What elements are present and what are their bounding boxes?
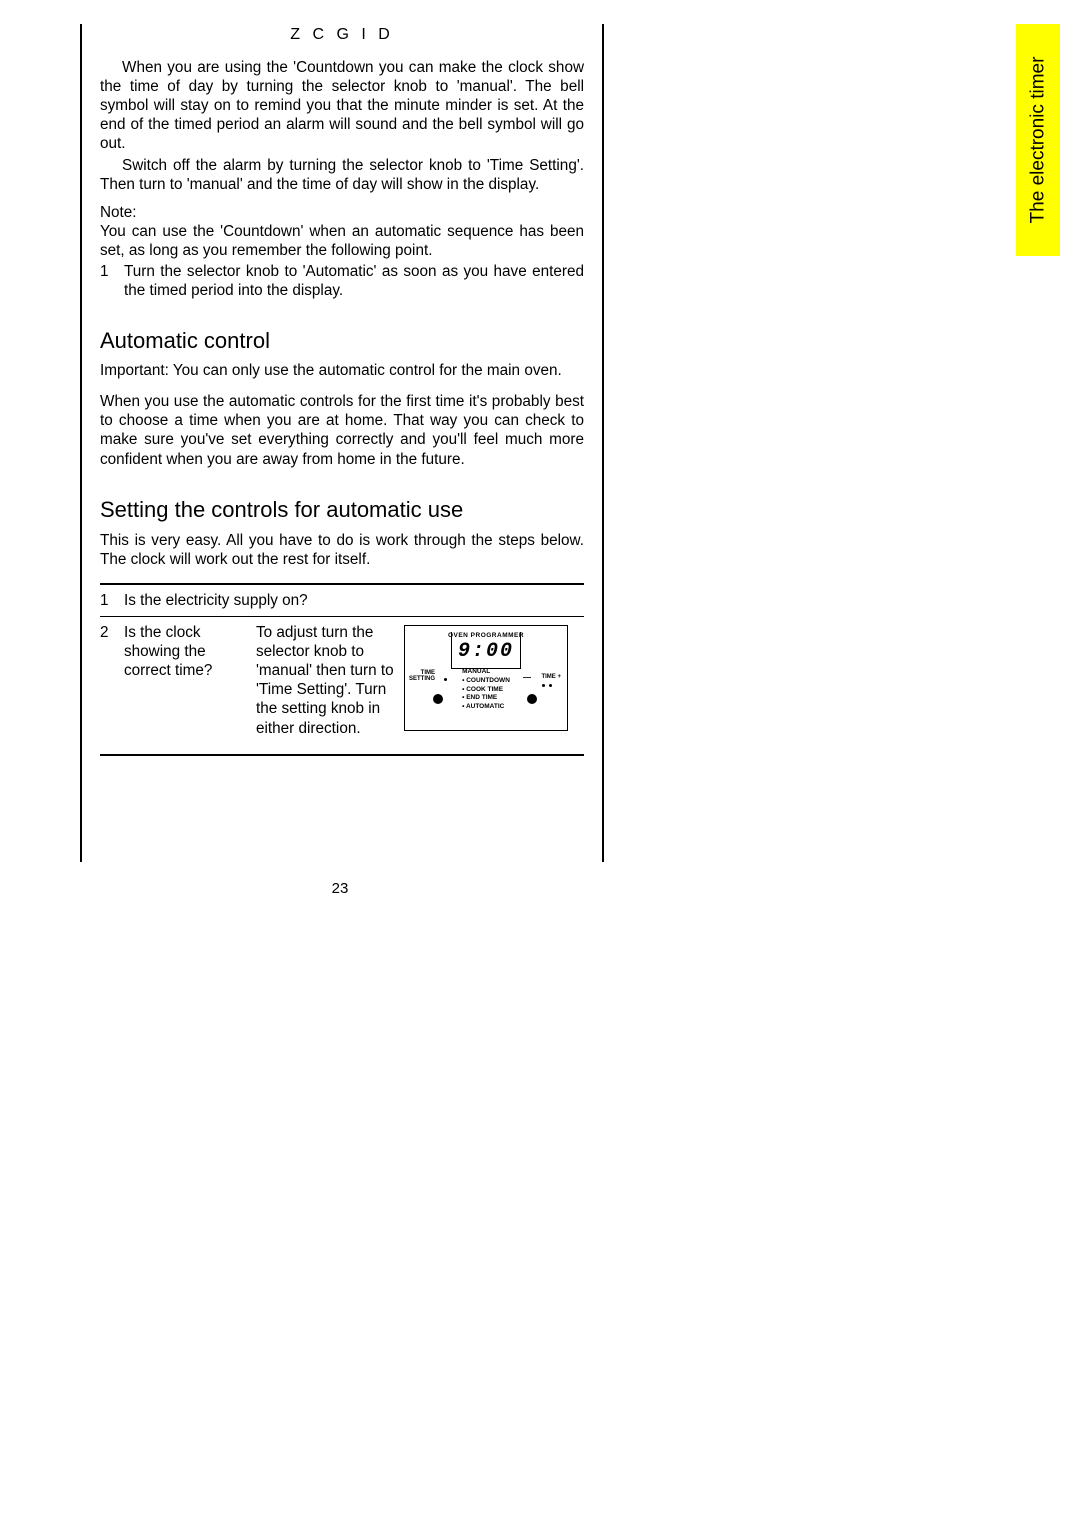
programmer-menu: MANUAL COUNTDOWN COOK TIME END TIME AUTO… (462, 668, 510, 712)
menu-manual: MANUAL (462, 668, 510, 677)
page-number: 23 (80, 880, 600, 897)
step-number: 1 (100, 591, 124, 610)
menu-end-time: END TIME (462, 694, 510, 703)
important-body: You can only use the automatic control f… (169, 362, 562, 379)
programmer-diagram: OVEN PROGRAMMER 9:00 TIMESETTING — TIME … (404, 625, 568, 731)
dot-icon (542, 684, 545, 687)
selector-knob-icon (433, 694, 443, 704)
time-setting-label: TIMESETTING (409, 670, 435, 682)
dot-icon (549, 684, 552, 687)
step-question: Is the clock showing the correct time? (124, 623, 256, 738)
display-border (520, 632, 521, 668)
menu-countdown: COUNTDOWN (462, 677, 510, 686)
step-question: Is the electricity supply on? (124, 591, 584, 610)
note-body: You can use the 'Countdown' when an auto… (100, 222, 584, 260)
header-code: Z C G I D (100, 26, 584, 44)
menu-cook-time: COOK TIME (462, 686, 510, 695)
display-border (451, 632, 452, 668)
paragraph-countdown-1: When you are using the 'Countdown you ca… (100, 58, 584, 154)
list-number: 1 (100, 262, 124, 300)
list-text: Turn the selector knob to 'Automatic' as… (124, 262, 584, 300)
dot-icon (444, 678, 447, 681)
heading-setting-controls: Setting the controls for automatic use (100, 497, 584, 523)
side-tab-label: The electronic timer (1027, 57, 1049, 224)
paragraph-setting: This is very easy. All you have to do is… (100, 531, 584, 569)
important-line: Important: You can only use the automati… (100, 362, 584, 380)
step-answer: To adjust turn the selector knob to 'man… (256, 623, 404, 738)
paragraph-auto: When you use the automatic controls for … (100, 392, 584, 468)
heading-automatic-control: Automatic control (100, 328, 584, 354)
step-row-1: 1 Is the electricity supply on? (100, 589, 584, 612)
setting-knob-icon (527, 694, 537, 704)
side-tab: The electronic timer (1016, 24, 1060, 256)
divider (100, 754, 584, 756)
important-prefix: Important: (100, 362, 169, 379)
divider-thin (100, 616, 584, 617)
step-number: 2 (100, 623, 124, 738)
programmer-lower: TIMESETTING — TIME + MANUAL COUNT (405, 666, 567, 720)
menu-automatic: AUTOMATIC (462, 703, 510, 712)
step-row-2: 2 Is the clock showing the correct time?… (100, 621, 584, 740)
page: The electronic timer Z C G I D When you … (0, 0, 1080, 1527)
minus-label: — (523, 673, 531, 683)
note-list-item-1: 1 Turn the selector knob to 'Automatic' … (100, 262, 584, 300)
content-column: Z C G I D When you are using the 'Countd… (80, 24, 604, 862)
step-diagram: OVEN PROGRAMMER 9:00 TIMESETTING — TIME … (404, 623, 584, 738)
time-adjust-label: TIME + (541, 674, 561, 682)
divider (100, 583, 584, 585)
paragraph-countdown-2: Switch off the alarm by turning the sele… (100, 156, 584, 194)
note-label: Note: (100, 204, 584, 222)
programmer-time: 9:00 (405, 639, 567, 664)
